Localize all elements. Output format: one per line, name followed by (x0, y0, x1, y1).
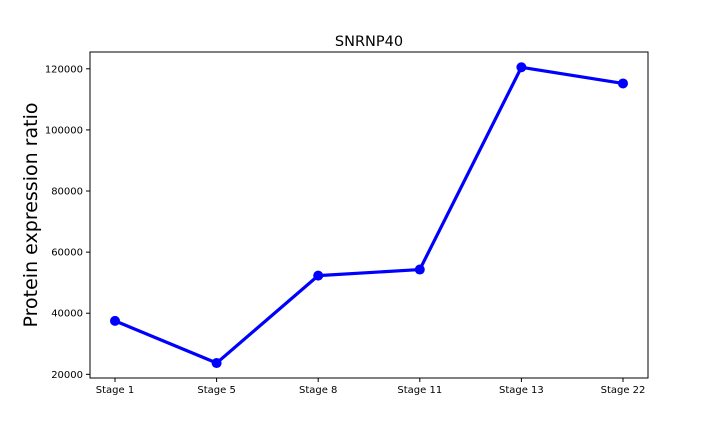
y-tick-label: 40000 (51, 309, 83, 320)
plot-frame (89, 51, 649, 379)
data-point (618, 78, 628, 89)
data-point (313, 270, 324, 281)
series-line (113, 65, 625, 365)
x-tick-label: Stage 22 (601, 385, 646, 396)
chart-title: SNRNP40 (335, 34, 403, 50)
series-layer (110, 62, 628, 369)
y-tick-label: 80000 (51, 187, 83, 198)
data-point (516, 62, 527, 73)
y-tick-label: 20000 (51, 370, 83, 381)
x-tick-label: Stage 13 (499, 385, 544, 396)
axes: Stage 1 Stage 5 Stage 8 Stage 11 Stage 13 Sta… (45, 51, 649, 396)
data-point (414, 264, 425, 275)
y-axis-label: Protein expression ratio (20, 103, 42, 328)
y-tick-label: 100000 (45, 125, 83, 136)
x-tick-label: Stage 11 (397, 385, 442, 396)
x-tick-label: Stage 5 (197, 385, 235, 396)
x-tick-label: Stage 8 (299, 385, 337, 396)
data-point (211, 358, 222, 369)
data-point (110, 315, 120, 326)
x-tick-label: Stage 1 (96, 385, 134, 396)
y-tick-label: 120000 (45, 64, 83, 75)
y-tick-label: 60000 (51, 248, 83, 259)
